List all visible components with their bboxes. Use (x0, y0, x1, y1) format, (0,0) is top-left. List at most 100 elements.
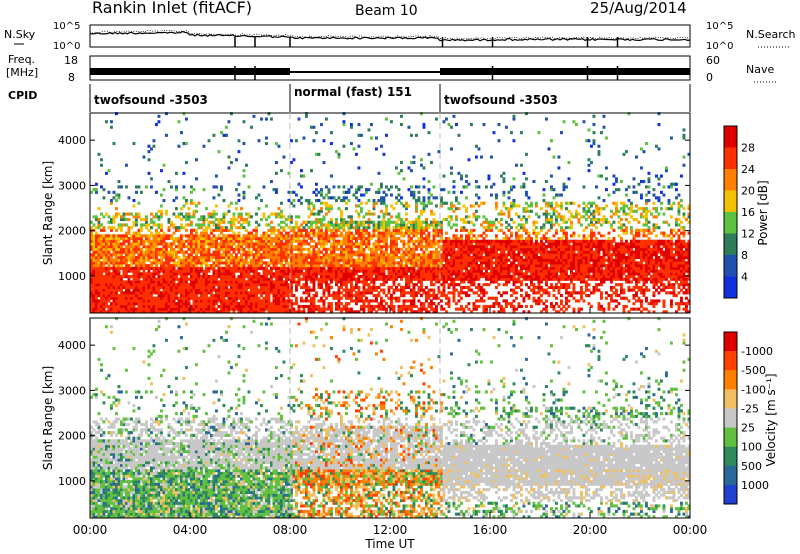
power-cell (375, 296, 378, 300)
power-cell (290, 239, 293, 243)
power-cell (257, 261, 261, 265)
power-cell (100, 237, 103, 241)
power-cell (330, 266, 333, 270)
power-cell (217, 242, 221, 246)
power-cell (210, 291, 213, 295)
power-cell (435, 204, 438, 208)
power-cell (207, 258, 211, 262)
power-cell (442, 277, 446, 281)
power-cell (185, 250, 188, 254)
power-cell (402, 269, 406, 273)
power-cell (165, 302, 168, 306)
power-cell (152, 285, 156, 289)
power-cell (170, 245, 173, 249)
power-cell (267, 237, 271, 241)
power-cell (367, 237, 371, 241)
power-cell (417, 261, 421, 265)
power-cell (470, 250, 473, 254)
power-cell (422, 258, 426, 262)
power-cell (472, 264, 476, 268)
power-cell (392, 304, 396, 308)
power-cell (247, 247, 251, 251)
power-cell (475, 247, 478, 251)
power-cell (330, 256, 333, 260)
power-cell (355, 245, 358, 249)
power-cell (440, 237, 443, 241)
power-cell (392, 266, 396, 270)
power-cell (290, 288, 293, 292)
power-cell (470, 283, 473, 287)
power-cell (392, 272, 396, 276)
power-cell (217, 245, 221, 249)
power-cell (227, 242, 231, 246)
power-cell (197, 218, 201, 222)
power-cell (110, 285, 113, 289)
freq-bar (90, 68, 290, 75)
power-cell (147, 237, 151, 241)
power-cell (335, 291, 338, 295)
power-cell (355, 231, 358, 235)
power-cell (302, 291, 306, 295)
power-cell (375, 190, 378, 194)
power-cell (165, 112, 168, 116)
power-cell (432, 302, 436, 306)
power-cell (372, 256, 376, 260)
power-cell (117, 307, 121, 311)
power-cell (210, 239, 213, 243)
power-cell (377, 302, 381, 306)
power-cell (222, 291, 226, 295)
power-cell (185, 212, 188, 216)
power-cell (367, 223, 371, 227)
power-cell (440, 269, 443, 273)
power-cell (200, 223, 203, 227)
power-cell (305, 239, 308, 243)
power-cell (177, 283, 181, 287)
power-cell (357, 188, 361, 192)
power-cell (192, 277, 196, 281)
power-cell (155, 304, 158, 308)
power-cell (295, 234, 298, 238)
power-cell (265, 304, 268, 308)
power-cell (240, 310, 243, 314)
power-cell (132, 291, 136, 295)
power-cell (302, 277, 306, 281)
power-cell (92, 223, 96, 227)
power-cell (165, 285, 168, 289)
power-cell (175, 291, 178, 295)
power-cell (365, 264, 368, 268)
power-cell (265, 204, 268, 208)
power-cell (200, 226, 203, 230)
power-cell (365, 277, 368, 281)
power-cell (455, 272, 458, 276)
power-cell (347, 258, 351, 262)
power-cell (120, 275, 123, 279)
power-cell (180, 288, 183, 292)
power-cell (212, 275, 216, 279)
power-cell (165, 304, 168, 308)
power-cell (135, 291, 138, 295)
power-cell (282, 256, 286, 260)
power-cell (322, 291, 326, 295)
power-cell (377, 253, 381, 257)
power-cell (475, 256, 478, 260)
power-cell (150, 147, 153, 151)
power-cell (377, 294, 381, 298)
power-cell (450, 277, 453, 281)
power-cell (265, 269, 268, 273)
power-cell (130, 253, 133, 257)
power-cell (350, 123, 353, 127)
power-cell (367, 218, 371, 222)
power-cell (115, 237, 118, 241)
power-cell (242, 142, 246, 146)
power-cell (340, 209, 343, 213)
power-cell (102, 247, 106, 251)
power-cell (272, 237, 276, 241)
power-cell (152, 247, 156, 251)
power-cell (422, 250, 426, 254)
power-cell (115, 269, 118, 273)
noise-right-tick-top: 10^5 (706, 21, 733, 32)
power-cell (112, 220, 116, 224)
power-cell (367, 231, 371, 235)
power-cell (267, 242, 271, 246)
power-cell (302, 136, 306, 140)
